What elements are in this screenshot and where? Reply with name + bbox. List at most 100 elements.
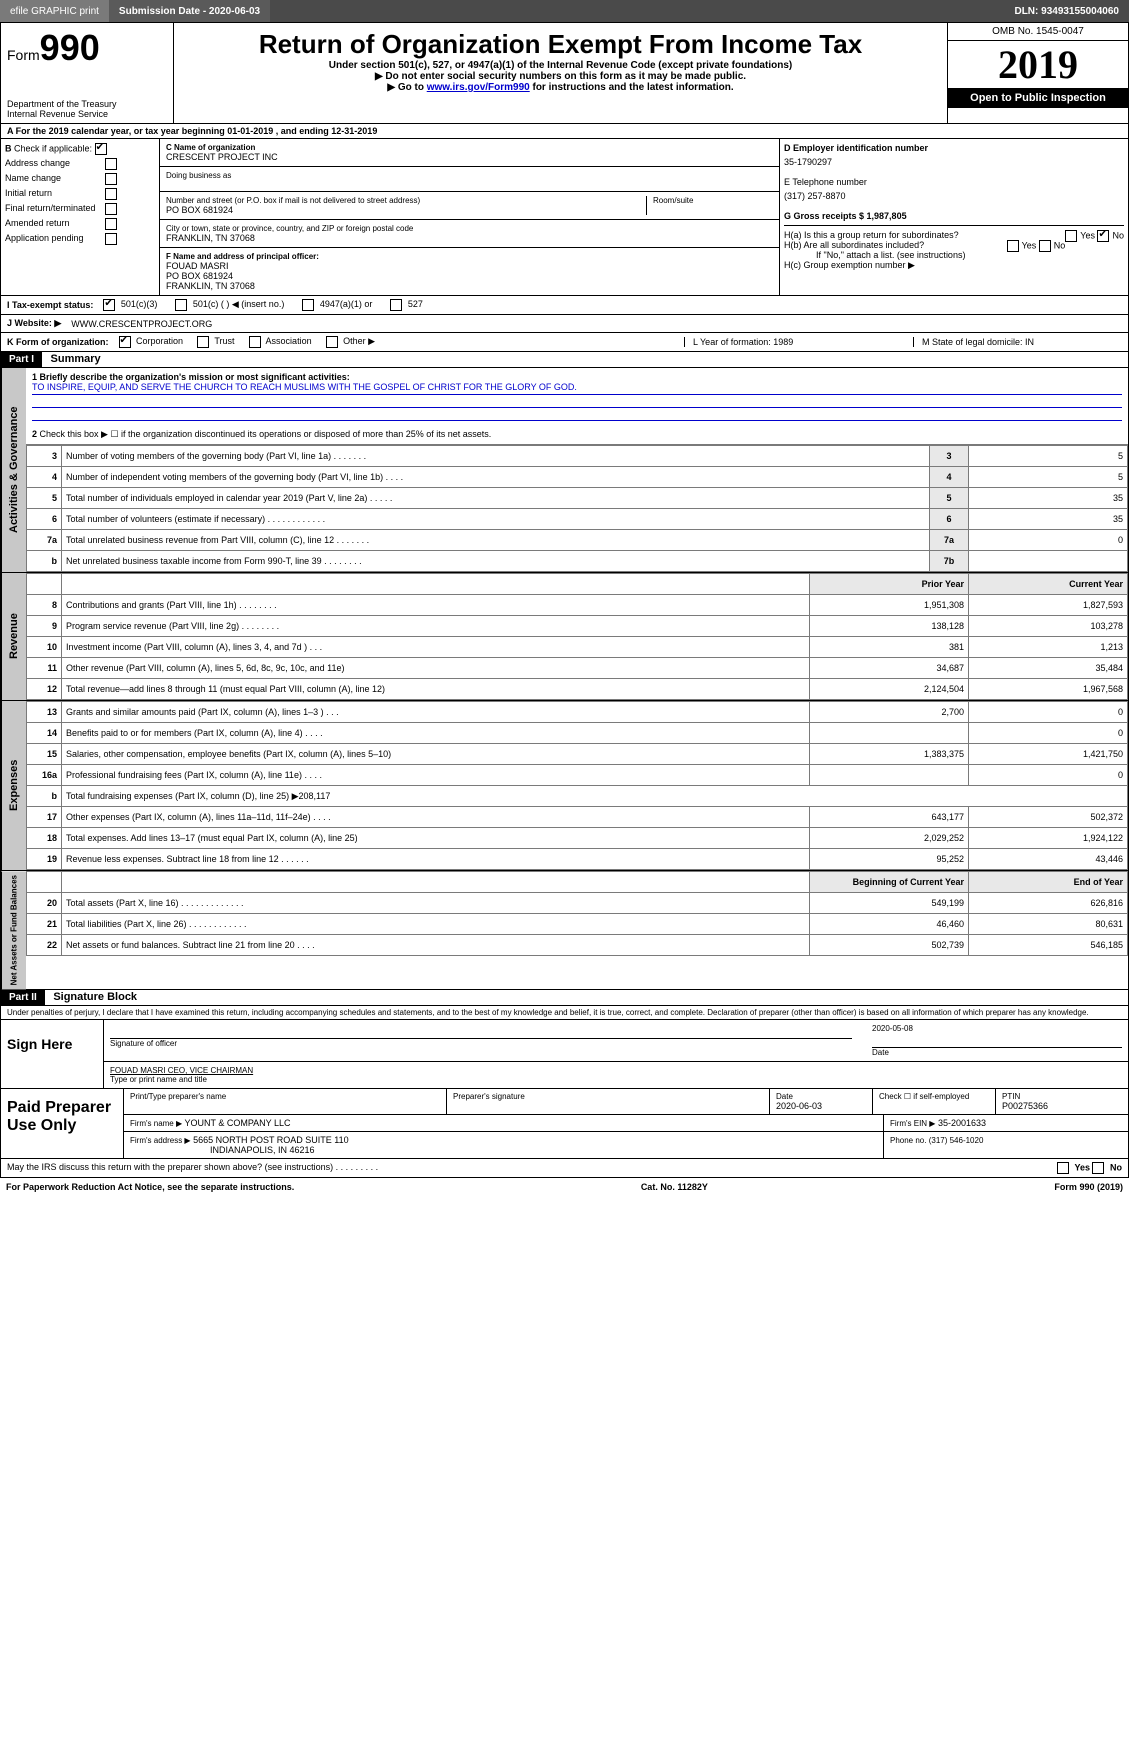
self-employed-check: Check ☐ if self-employed [879,1092,989,1101]
firm-addr1: 5665 NORTH POST ROAD SUITE 110 [193,1135,349,1145]
checkbox-applicable[interactable] [95,143,107,155]
form-990-number: 990 [40,27,100,68]
prior-val [810,765,969,786]
prior-val: 1,383,375 [810,744,969,765]
website-row: J Website: ▶ WWW.CRESCENTPROJECT.ORG [0,315,1129,333]
line-num: 5 [27,488,62,509]
hb-no[interactable] [1039,240,1051,252]
line-box: 4 [930,467,969,488]
line-num: 7a [27,530,62,551]
ha-yes[interactable] [1065,230,1077,242]
k-row: K Form of organization: Corporation Trus… [0,333,1129,352]
current-val: 43,446 [969,849,1128,870]
firm-addr2: INDIANAPOLIS, IN 46216 [130,1145,877,1155]
preparer-sig-label: Preparer's signature [453,1092,763,1101]
h-a: H(a) Is this a group return for subordin… [784,230,1124,240]
checkbox-initial-return[interactable] [105,188,117,200]
line-num: 22 [27,935,62,956]
line-text: Number of independent voting members of … [62,467,930,488]
line-text: Other expenses (Part IX, column (A), lin… [62,807,810,828]
signature-line[interactable] [110,1024,852,1039]
paid-preparer-label: Paid Preparer Use Only [1,1089,124,1158]
hb-yes[interactable] [1007,240,1019,252]
omb-number: OMB No. 1545-0047 [948,23,1128,41]
prior-val: 2,700 [810,702,969,723]
sig-date: 2020-05-08 [872,1024,1122,1033]
dept-treasury: Department of the Treasury [7,99,167,109]
current-val: 1,924,122 [969,828,1128,849]
return-title: Return of Organization Exempt From Incom… [180,29,941,60]
tax-opt-0[interactable] [103,299,115,311]
tax-opt-2[interactable] [302,299,314,311]
line-text: Number of voting members of the governin… [62,446,930,467]
begin-val: 502,739 [810,935,969,956]
begin-val: 46,460 [810,914,969,935]
tax-year: 2019 [948,41,1128,88]
line-text: Total fundraising expenses (Part IX, col… [62,786,1128,807]
line-num: 21 [27,914,62,935]
line-text: Benefits paid to or for members (Part IX… [62,723,810,744]
checkbox-address-change[interactable] [105,158,117,170]
dln: DLN: 93493155004060 [1004,6,1129,17]
tax-opt-1[interactable] [175,299,187,311]
h-c: H(c) Group exemption number ▶ [784,260,1124,271]
line-num: 15 [27,744,62,765]
k-opt-2[interactable] [249,336,261,348]
vtab-revenue: Revenue [1,573,26,700]
line1-label: 1 Briefly describe the organization's mi… [32,372,1122,382]
street-value: PO BOX 681924 [166,205,646,215]
line-text: Total number of volunteers (estimate if … [62,509,930,530]
current-val: 0 [969,765,1128,786]
line-text: Total unrelated business revenue from Pa… [62,530,930,551]
checkbox-application-pending[interactable] [105,233,117,245]
date-label: Date [872,1048,1122,1057]
k-opt-1[interactable] [197,336,209,348]
firm-name-label: Firm's name ▶ [130,1119,182,1128]
line-text: Total liabilities (Part X, line 26) . . … [62,914,810,935]
discuss-yes[interactable] [1057,1162,1069,1174]
k-opt-0[interactable] [119,336,131,348]
firm-addr-label: Firm's address ▶ [130,1136,191,1145]
street-label: Number and street (or P.O. box if mail i… [166,196,646,205]
part1-bar: Part I [1,352,42,367]
line-text: Net unrelated business taxable income fr… [62,551,930,572]
sign-here-label: Sign Here [1,1020,104,1088]
irs-label: Internal Revenue Service [7,109,167,119]
tax-opt-3[interactable] [390,299,402,311]
hb-text: H(b) Are all subordinates included? [784,240,924,250]
officer-printed-name: FOUAD MASRI CEO, VICE CHAIRMAN [110,1066,1122,1075]
form-number: Form990 [7,27,167,69]
line-num: 16a [27,765,62,786]
k-label: K Form of organization: [7,337,109,347]
discuss-no[interactable] [1092,1162,1104,1174]
checkbox-final-return/terminated[interactable] [105,203,117,215]
line-text: Contributions and grants (Part VIII, lin… [62,595,810,616]
form990-link[interactable]: www.irs.gov/Form990 [427,82,530,93]
checkbox-name-change[interactable] [105,173,117,185]
ha-no[interactable] [1097,230,1109,242]
vtab-net-assets: Net Assets or Fund Balances [1,871,26,989]
end-val: 626,816 [969,893,1128,914]
firm-phone: Phone no. (317) 546-1020 [890,1136,983,1145]
pra-notice: For Paperwork Reduction Act Notice, see … [6,1182,294,1192]
prior-val: 2,124,504 [810,679,969,700]
ha-text: H(a) Is this a group return for subordin… [784,230,959,240]
efile-label: efile GRAPHIC print [0,0,109,22]
line-val: 35 [969,509,1128,530]
line-text: Grants and similar amounts paid (Part IX… [62,702,810,723]
line-val: 35 [969,488,1128,509]
checkbox-amended-return[interactable] [105,218,117,230]
open-to-public: Open to Public Inspection [948,88,1128,108]
k-opt-3[interactable] [326,336,338,348]
top-bar: efile GRAPHIC print Submission Date - 20… [0,0,1129,22]
current-val: 35,484 [969,658,1128,679]
line-text: Total revenue—add lines 8 through 11 (mu… [62,679,810,700]
hb-note: If "No," attach a list. (see instruction… [784,250,1124,260]
line2-text: Check this box ▶ ☐ if the organization d… [40,429,492,439]
prior-val: 381 [810,637,969,658]
end-val: 80,631 [969,914,1128,935]
ein-value: 35-1790297 [784,157,1124,167]
line-box: 3 [930,446,969,467]
line-num: 9 [27,616,62,637]
officer-city: FRANKLIN, TN 37068 [166,281,773,291]
